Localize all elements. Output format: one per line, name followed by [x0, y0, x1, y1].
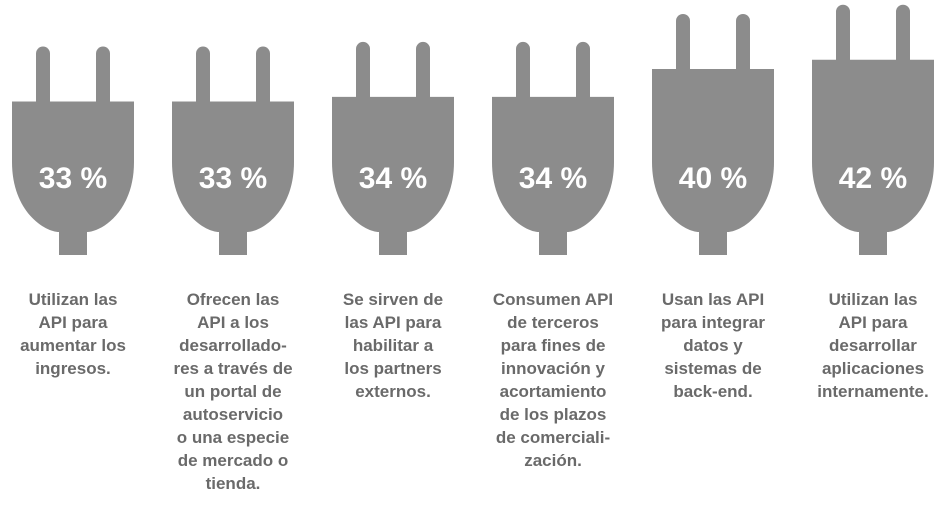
value-label: 34 % [519, 162, 587, 195]
prong [416, 41, 430, 104]
prong [516, 41, 530, 104]
prong [356, 41, 370, 104]
value-label: 42 % [839, 162, 907, 195]
category-label: Utilizan las API para desarrollar aplica… [817, 290, 929, 401]
category-label: Usan las API para integrar datos y siste… [661, 290, 765, 401]
plug-body [172, 101, 294, 232]
plug-body [492, 96, 614, 233]
value-label: 34 % [359, 162, 427, 195]
prong [36, 46, 50, 109]
prong [736, 14, 750, 76]
plug-body [12, 101, 134, 232]
prong [836, 4, 850, 67]
category-label: Se sirven de las API para habilitar a lo… [342, 290, 444, 401]
category-label: Utilizan las API para aumentar los ingre… [20, 290, 126, 378]
value-label: 40 % [679, 162, 747, 195]
prong [676, 14, 690, 76]
prong [196, 46, 210, 109]
plug-body [812, 59, 934, 233]
value-label: 33 % [39, 162, 107, 195]
prong [896, 4, 910, 67]
plug-body [652, 69, 774, 232]
chart: 33 % 33 % 34 % 34 % 40 % 42 % [12, 4, 934, 255]
prong [256, 46, 270, 109]
category-label: Consumen API de terceros para fines de i… [492, 290, 614, 470]
category-label: Ofrecen las API a los desarrollado- res … [173, 290, 293, 493]
value-label: 33 % [199, 162, 267, 195]
prong [96, 46, 110, 109]
plug-body [332, 96, 454, 233]
prong [576, 41, 590, 104]
